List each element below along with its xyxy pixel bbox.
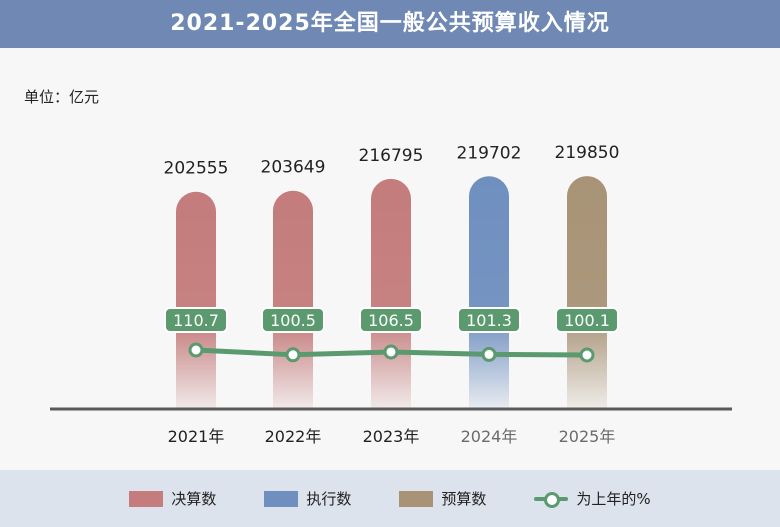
legend-item-growth: 为上年的% [534,488,651,509]
x-tick-label-2: 2023年 [363,427,420,446]
growth-point-1 [285,347,301,363]
growth-label-1: 100.5 [270,311,316,330]
legend-label-executed: 执行数 [306,490,352,508]
bar-1 [273,190,313,408]
unit-label: 单位：亿元 [24,88,100,106]
bar-3 [469,176,509,408]
legend-swatch-growth [534,491,569,508]
x-tick-label-0: 2021年 [168,427,225,446]
legend-label-growth: 为上年的% [576,490,651,508]
legend-item-executed: 执行数 [264,488,351,509]
legend-swatch-budget [399,490,434,507]
chart-title: 2021-2025年全国一般公共预算收入情况 [0,0,780,48]
value-label-4: 219850 [555,143,620,163]
chart-legend: 决算数 执行数 预算数 为上年的% [0,470,780,527]
legend-label-final: 决算数 [171,490,217,508]
growth-point-0 [188,342,204,358]
value-label-1: 203649 [261,158,326,178]
growth-label-0: 110.7 [173,311,219,330]
value-label-2: 216795 [359,146,424,166]
growth-label-2: 106.5 [368,311,414,330]
legend-swatch-executed [264,490,299,507]
growth-label-3: 101.3 [466,311,512,330]
legend-item-budget: 预算数 [399,488,486,509]
value-label-3: 219702 [457,143,522,163]
growth-label-box-0 [164,307,228,333]
bar-0 [176,191,216,408]
x-tick-label-1: 2022年 [265,427,322,446]
growth-label-4: 100.1 [564,311,610,330]
legend-swatch-final [129,490,164,507]
growth-point-4 [579,347,595,363]
growth-label-box-1 [261,307,325,333]
growth-label-box-4 [555,307,619,333]
legend-label-budget: 预算数 [441,490,487,508]
growth-point-2 [383,344,399,360]
bar-4 [567,176,607,408]
growth-label-box-3 [457,307,521,333]
chart-plot-area: 202555 203649 216795 219702 219850 2021年 2022年… [50,143,732,446]
growth-point-3 [481,346,497,362]
growth-label-box-2 [359,307,423,333]
bar-2 [371,178,411,408]
value-label-0: 202555 [164,159,229,179]
legend-item-final: 决算数 [129,488,216,509]
x-tick-label-4: 2025年 [559,427,616,446]
x-tick-label-3: 2024年 [461,427,518,446]
